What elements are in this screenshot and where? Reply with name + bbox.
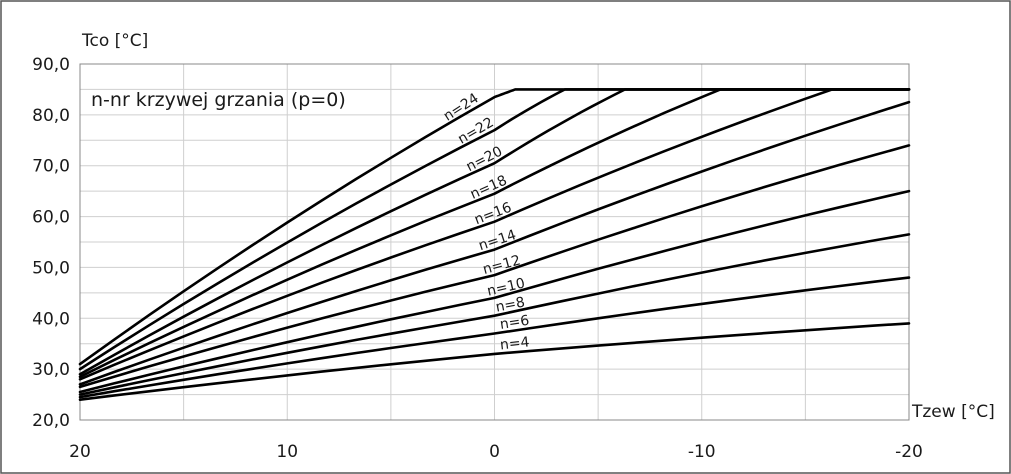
x-axis-ticks: 20 10 0 -10 -20 (69, 442, 923, 462)
y-tick-label: 90,0 (32, 55, 70, 75)
y-tick-label: 40,0 (32, 309, 70, 329)
y-axis-title: Tco [°C] (81, 31, 148, 51)
series-label: n=8 (494, 294, 526, 315)
x-tick-label: 10 (276, 442, 298, 462)
series-line-n14 (78, 100, 911, 386)
series-line-n12 (78, 144, 911, 389)
series-line-n6 (78, 276, 911, 399)
series-line-n8 (78, 233, 911, 396)
series-line-n24 (78, 88, 911, 366)
series-label: n=4 (499, 334, 530, 353)
series-lines (78, 88, 911, 401)
y-tick-label: 80,0 (32, 106, 70, 126)
y-tick-label: 70,0 (32, 157, 70, 177)
x-axis-title: Tzew [°C] (911, 402, 995, 422)
x-tick-label: 20 (69, 442, 91, 462)
y-tick-label: 20,0 (32, 411, 70, 431)
y-tick-label: 30,0 (32, 360, 70, 380)
x-tick-label: -20 (895, 442, 923, 462)
x-tick-label: -10 (688, 442, 716, 462)
chart-annotation: n-nr krzywej grzania (p=0) (91, 89, 346, 111)
y-tick-label: 60,0 (32, 208, 70, 228)
y-axis-ticks: 20,0 30,0 40,0 50,0 60,0 70,0 80,0 90,0 (32, 55, 70, 431)
y-tick-label: 50,0 (32, 258, 70, 278)
series-line-n10 (78, 189, 911, 394)
plot-area (79, 63, 910, 421)
series-label: n=6 (499, 313, 531, 333)
series-line-n4 (78, 322, 911, 401)
x-tick-label: 0 (489, 442, 500, 462)
